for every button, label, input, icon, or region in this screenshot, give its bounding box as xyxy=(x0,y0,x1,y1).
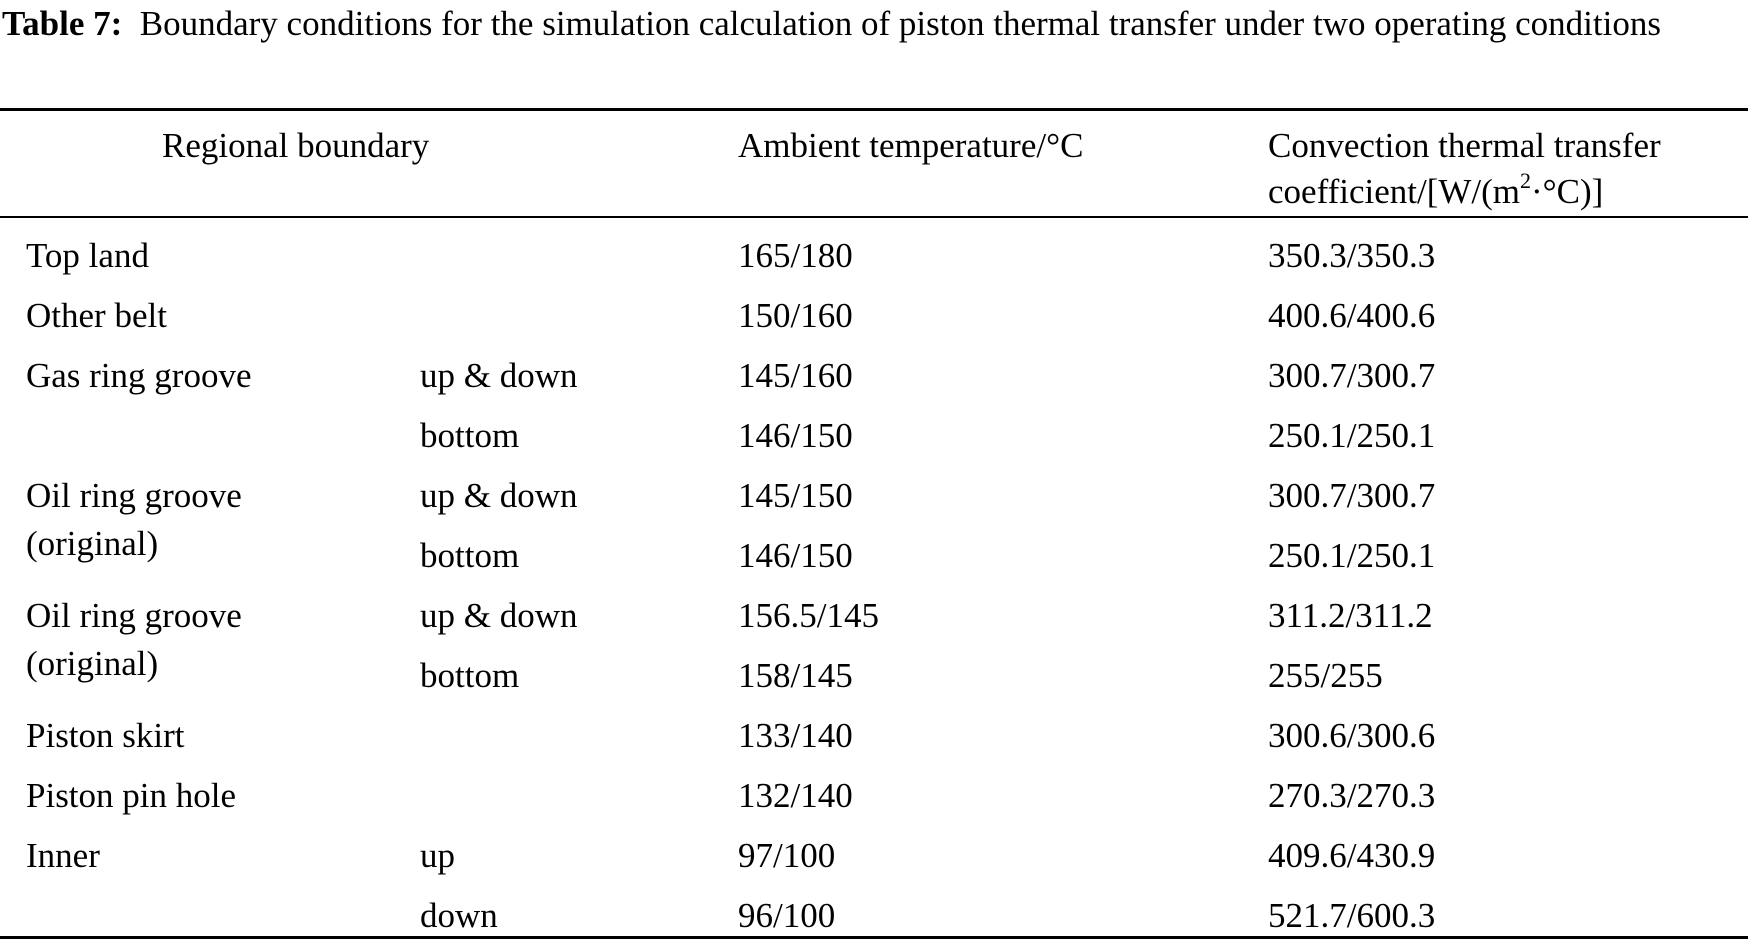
header-convection-line1: Convection thermal transfer xyxy=(1268,126,1661,165)
cell-sub: bottom xyxy=(420,536,520,575)
cell-coef: 300.7/300.7 xyxy=(1268,476,1436,515)
cell-region: Gas ring groove xyxy=(26,356,252,395)
cell-sub: up & down xyxy=(420,476,578,515)
cell-coef: 300.7/300.7 xyxy=(1268,356,1436,395)
cell-region: (original) xyxy=(26,524,159,563)
header-ambient-temperature: Ambient temperature/°C xyxy=(738,126,1084,165)
table-title: Boundary conditions for the simulation c… xyxy=(139,4,1661,43)
header-convection-unit-post: ·°C)] xyxy=(1531,172,1604,211)
cell-coef: 270.3/270.3 xyxy=(1268,776,1436,815)
cell-coef: 300.6/300.6 xyxy=(1268,716,1436,755)
header-convection-unit-sup: 2 xyxy=(1520,168,1532,194)
cell-temp: 146/150 xyxy=(738,416,853,455)
cell-region: Inner xyxy=(26,836,100,875)
cell-temp: 146/150 xyxy=(738,536,853,575)
cell-temp: 158/145 xyxy=(738,656,853,695)
cell-sub: up & down xyxy=(420,596,578,635)
cell-sub: bottom xyxy=(420,416,520,455)
cell-temp: 133/140 xyxy=(738,716,853,755)
header-regional-boundary: Regional boundary xyxy=(162,126,430,165)
cell-temp: 97/100 xyxy=(738,836,836,875)
cell-temp: 96/100 xyxy=(738,896,836,935)
header-rule xyxy=(0,216,1748,218)
cell-temp: 145/160 xyxy=(738,356,853,395)
cell-sub: up & down xyxy=(420,356,578,395)
cell-coef: 311.2/311.2 xyxy=(1268,596,1433,635)
cell-region: (original) xyxy=(26,644,159,683)
cell-region: Piston skirt xyxy=(26,716,185,755)
cell-coef: 521.7/600.3 xyxy=(1268,896,1436,935)
bottom-rule xyxy=(0,936,1748,939)
cell-coef: 350.3/350.3 xyxy=(1268,236,1436,275)
cell-sub: up xyxy=(420,836,455,875)
cell-region: Piston pin hole xyxy=(26,776,237,815)
header-convection-line2: coefficient/[W/(m2·°C)] xyxy=(1268,168,1603,215)
cell-temp: 156.5/145 xyxy=(738,596,879,635)
cell-region: Other belt xyxy=(26,296,167,335)
cell-sub: down xyxy=(420,896,498,935)
cell-coef: 255/255 xyxy=(1268,656,1383,695)
top-rule xyxy=(0,108,1748,111)
cell-region: Top land xyxy=(26,236,149,275)
cell-temp: 132/140 xyxy=(738,776,853,815)
cell-coef: 250.1/250.1 xyxy=(1268,536,1436,575)
cell-temp: 145/150 xyxy=(738,476,853,515)
table-label: Table 7: xyxy=(2,4,123,43)
cell-coef: 250.1/250.1 xyxy=(1268,416,1436,455)
cell-coef: 409.6/430.9 xyxy=(1268,836,1436,875)
cell-temp: 150/160 xyxy=(738,296,853,335)
table-caption: Table 7: Boundary conditions for the sim… xyxy=(2,0,1747,47)
cell-region: Oil ring groove xyxy=(26,476,242,515)
cell-region: Oil ring groove xyxy=(26,596,242,635)
cell-sub: bottom xyxy=(420,656,520,695)
header-convection-unit-pre: coefficient/[W/(m xyxy=(1268,172,1521,211)
cell-coef: 400.6/400.6 xyxy=(1268,296,1436,335)
cell-temp: 165/180 xyxy=(738,236,853,275)
